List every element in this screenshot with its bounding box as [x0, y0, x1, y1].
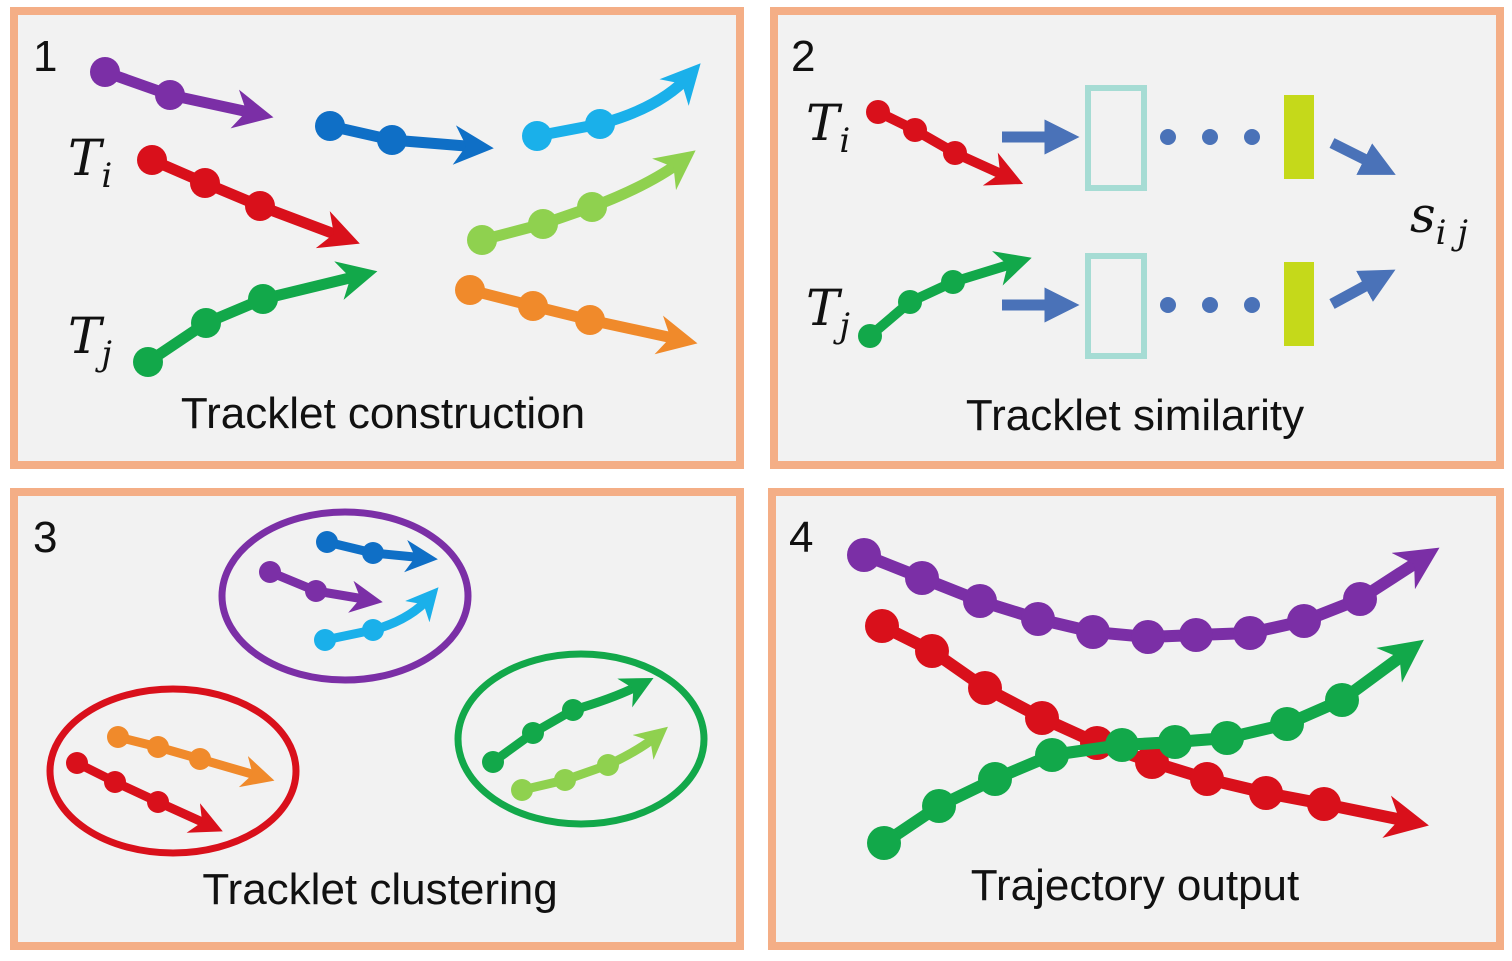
tracklet-purple — [259, 561, 383, 613]
ti-label: Ti — [806, 94, 850, 161]
panel-caption: Trajectory output — [971, 861, 1300, 910]
panel-tracklet-similarity: 2 Ti Tj si j — [770, 7, 1504, 469]
tracklet-green-tj — [858, 251, 1032, 348]
network-branch-top — [1002, 85, 1396, 191]
tracklet-lightgreen — [511, 726, 668, 801]
panel-tracklet-construction: 1 Ti — [10, 7, 744, 469]
tracklet-cyan — [314, 587, 439, 651]
tracklet-purple — [90, 57, 274, 129]
arrow-icon — [1329, 138, 1396, 175]
tracklet-blue — [315, 111, 494, 165]
tracklet-orange — [107, 726, 275, 788]
ti-label: Ti — [68, 129, 112, 196]
network-branch-bottom — [1002, 253, 1396, 359]
panel-caption: Tracklet clustering — [202, 865, 557, 914]
embedding-bar — [1284, 95, 1314, 179]
trajectory-purple — [847, 538, 1440, 654]
panel-trajectory-output: 4 Trajectory output — [768, 488, 1504, 950]
cluster-ellipse-red — [46, 685, 300, 857]
cluster-ellipse-purple — [218, 508, 472, 684]
panel-3-frame — [10, 488, 744, 950]
sij-label: si j — [1410, 186, 1468, 253]
tracklet-red-ti — [866, 100, 1024, 186]
feature-box — [1085, 85, 1147, 191]
tracklet-orange — [455, 275, 698, 355]
tracklet-blue — [316, 531, 438, 573]
panel-number: 3 — [33, 513, 57, 562]
tracklet-green-tj — [133, 261, 378, 377]
feature-box — [1085, 253, 1147, 359]
panel-number: 1 — [33, 32, 57, 81]
tj-label: Tj — [68, 307, 112, 374]
embedding-bar — [1284, 262, 1314, 346]
arrow-icon — [1329, 269, 1396, 309]
tracklet-green — [482, 678, 654, 773]
panel-tracklet-clustering: 3 — [10, 488, 744, 950]
panel-number: 4 — [789, 513, 813, 562]
cluster-ellipse-green — [454, 650, 708, 828]
tj-label: Tj — [806, 279, 850, 346]
panel-caption: Tracklet similarity — [966, 391, 1304, 440]
panel-number: 2 — [791, 32, 815, 81]
tracklet-red — [66, 752, 223, 833]
tracklet-lightgreen — [467, 150, 696, 255]
tracklet-red-ti — [137, 145, 360, 249]
tracklet-cyan — [522, 63, 701, 151]
trajectory-green — [867, 639, 1424, 860]
panel-caption: Tracklet construction — [181, 389, 585, 438]
